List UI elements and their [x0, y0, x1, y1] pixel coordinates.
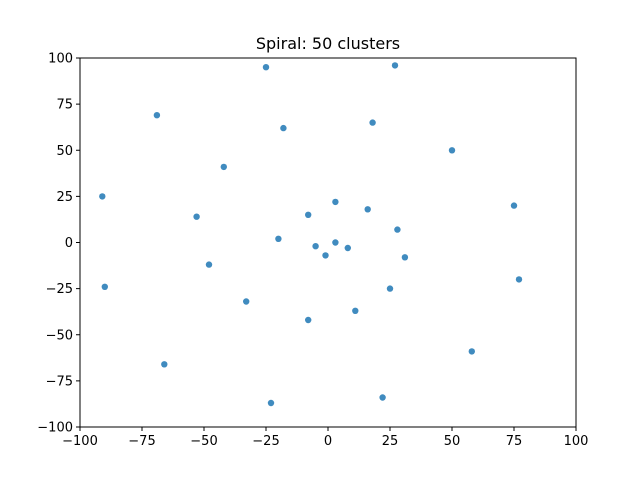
data-point [220, 163, 227, 171]
data-point [322, 252, 329, 259]
data-point [305, 211, 312, 218]
y-tick-label: 100 [48, 52, 73, 67]
data-point [267, 399, 275, 407]
x-tick-label: 25 [382, 434, 399, 449]
data-point [332, 198, 339, 206]
data-point [312, 243, 319, 250]
data-point [161, 361, 168, 368]
data-point [386, 285, 394, 292]
data-point [510, 202, 518, 209]
data-point [332, 239, 339, 246]
ticks-layer: −100 −75 −50 −25 0 25 50 75 100 −100 −75 −50 −25 0 25 5… [37, 52, 588, 450]
data-point [193, 213, 200, 220]
data-point [205, 261, 213, 268]
data-point [468, 348, 475, 355]
data-point [262, 63, 270, 71]
x-tick-label: 100 [564, 434, 589, 449]
data-point [99, 193, 106, 200]
data-point [515, 276, 523, 283]
data-point [344, 244, 351, 252]
points-layer [99, 62, 523, 407]
x-tick-label: 0 [324, 434, 332, 449]
y-tick-label: −50 [46, 328, 73, 343]
x-tick-label: −25 [252, 434, 279, 449]
data-point [101, 283, 109, 290]
y-tick-label: 75 [56, 98, 73, 113]
x-tick-label: 50 [444, 434, 461, 449]
y-tick-label: −25 [46, 282, 73, 297]
data-point [394, 226, 401, 233]
x-tick-label: −75 [128, 434, 155, 449]
data-point [243, 298, 250, 305]
y-tick-label: −75 [46, 374, 73, 389]
data-point [352, 307, 359, 314]
y-tick-label: 0 [65, 236, 73, 251]
x-tick-label: −50 [190, 434, 217, 449]
data-point [379, 394, 386, 401]
data-point [153, 112, 161, 119]
chart-title: Spiral: 50 clusters [256, 34, 400, 53]
data-point [364, 206, 371, 213]
y-tick-label: 50 [56, 144, 73, 159]
data-point [391, 62, 399, 69]
data-point [305, 316, 312, 324]
data-point [280, 124, 287, 132]
y-tick-label: −100 [37, 421, 73, 436]
data-point [275, 235, 282, 242]
data-point [401, 254, 409, 261]
data-point [448, 147, 456, 154]
x-tick-label: −100 [62, 434, 98, 449]
data-point [369, 119, 376, 126]
x-tick-label: 75 [506, 434, 523, 449]
y-tick-label: 25 [56, 190, 73, 205]
